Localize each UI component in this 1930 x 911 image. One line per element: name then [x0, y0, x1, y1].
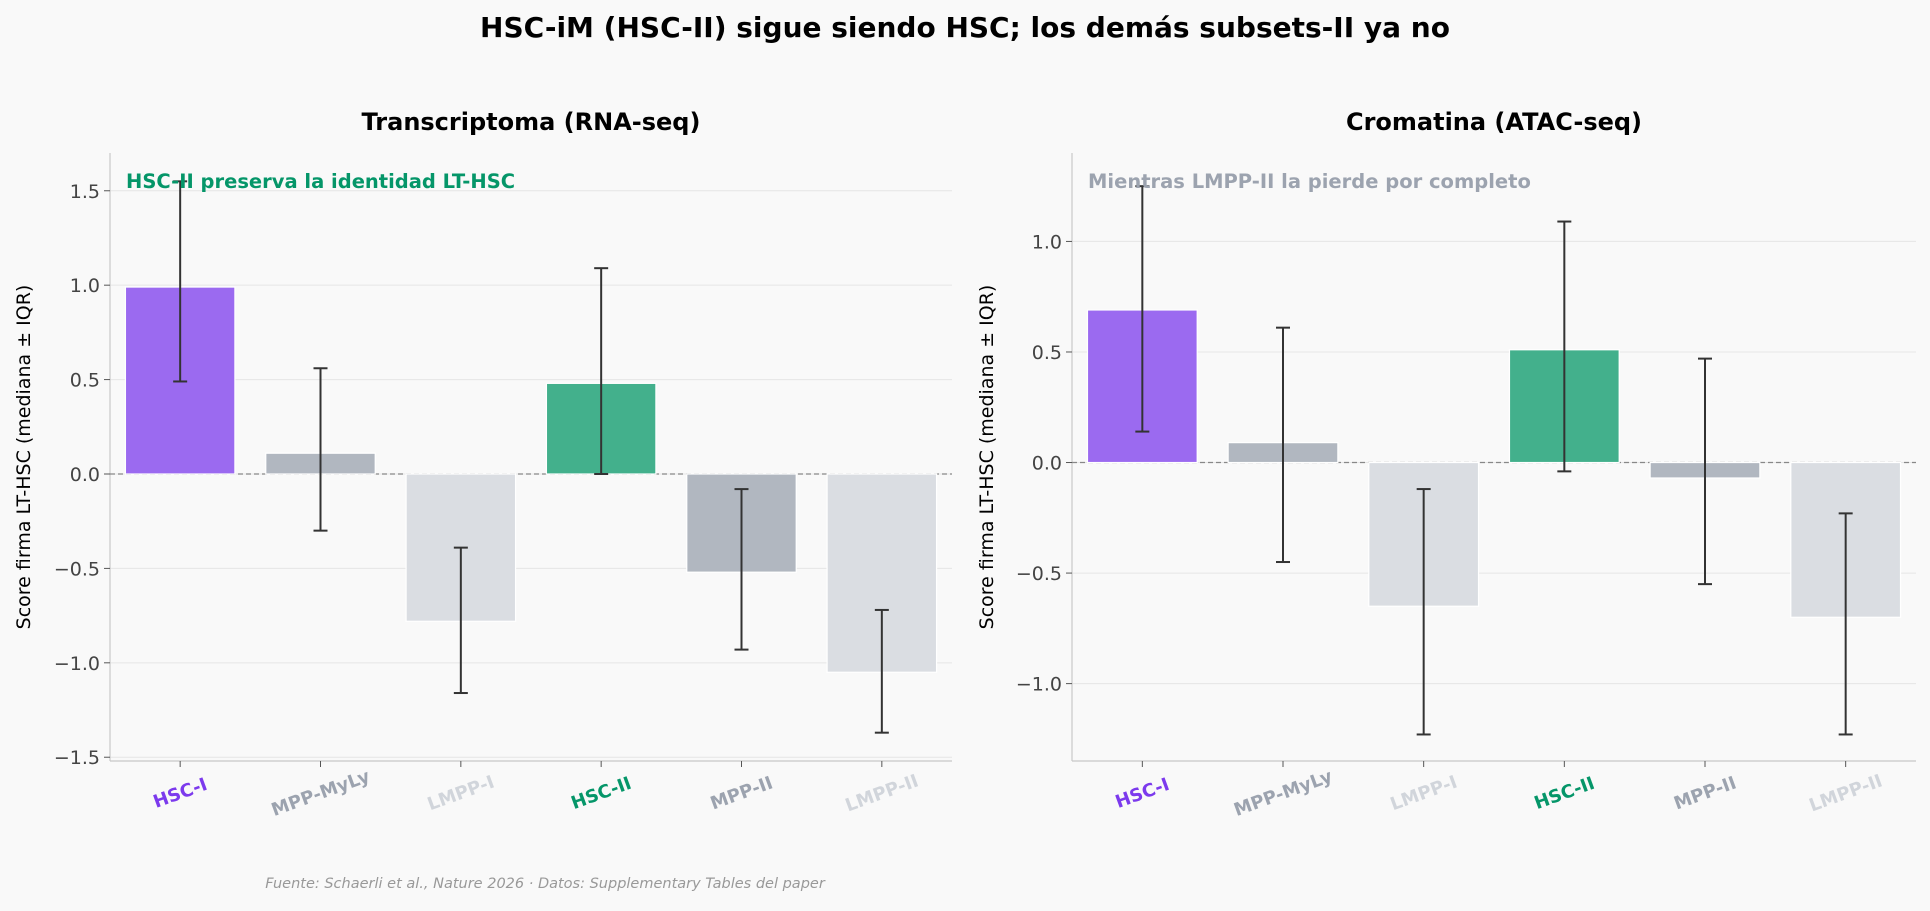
- y-tick-label: 1.5: [70, 181, 100, 203]
- y-tick-label: −0.5: [54, 558, 100, 580]
- chart-panels: −1.5 −1.0 −0.5 0.0 0.5 1.0 1.5 HSC-I MPP-MyLy LMP…: [13, 108, 1916, 821]
- panel-title: Transcriptoma (RNA-seq): [362, 108, 701, 136]
- x-tick-label: MPP-MyLy: [269, 766, 373, 821]
- x-tick-label: LMPP-I: [425, 772, 498, 816]
- y-tick-label: 0.5: [70, 370, 100, 392]
- y-tick-label: −1.5: [54, 747, 100, 769]
- chart-panel-1: −1.5 −1.0 −0.5 0.0 0.5 1.0 1.5 HSC-I MPP-MyLy LMP…: [13, 108, 952, 821]
- x-tick-label: MPP-MyLy: [1231, 766, 1335, 821]
- panel-annotation: HSC-II preserva la identidad LT-HSC: [126, 170, 515, 193]
- x-tick-label: LMPP-II: [1806, 771, 1885, 817]
- x-tick-label: HSC-I: [1113, 774, 1173, 813]
- x-tick-label: HSC-I: [151, 774, 211, 813]
- chart-panel-2: −1.0 −0.5 0.0 0.5 1.0 HSC-I MPP-MyLy LMPP-I HSC-…: [976, 108, 1916, 821]
- y-tick-label: 0.0: [1032, 453, 1062, 475]
- panel-title: Cromatina (ATAC-seq): [1346, 108, 1642, 136]
- y-tick-label: 0.5: [1032, 342, 1062, 364]
- x-tick-label: LMPP-I: [1388, 772, 1461, 816]
- y-tick-label: −0.5: [1016, 563, 1062, 585]
- x-tick-label: LMPP-II: [843, 771, 922, 817]
- y-tick-label: −1.0: [1016, 674, 1062, 696]
- source-footnote: Fuente: Schaerli et al., Nature 2026 · D…: [265, 876, 826, 892]
- x-tick-label: MPP-II: [708, 773, 776, 815]
- y-tick-label: 0.0: [70, 464, 100, 486]
- x-tick-label: MPP-II: [1671, 773, 1739, 815]
- x-tick-label: HSC-II: [1532, 773, 1598, 814]
- y-tick-label: 1.0: [1032, 231, 1062, 253]
- y-axis-label: Score firma LT-HSC (mediana ± IQR): [976, 285, 998, 630]
- x-tick-label: HSC-II: [568, 773, 634, 814]
- panel-annotation: Mientras LMPP-II la pierde por completo: [1088, 170, 1531, 193]
- y-tick-label: −1.0: [54, 653, 100, 675]
- y-axis-label: Score firma LT-HSC (mediana ± IQR): [13, 285, 35, 630]
- y-tick-label: 1.0: [70, 275, 100, 297]
- figure-title: HSC-iM (HSC-II) sigue siendo HSC; los de…: [480, 11, 1450, 44]
